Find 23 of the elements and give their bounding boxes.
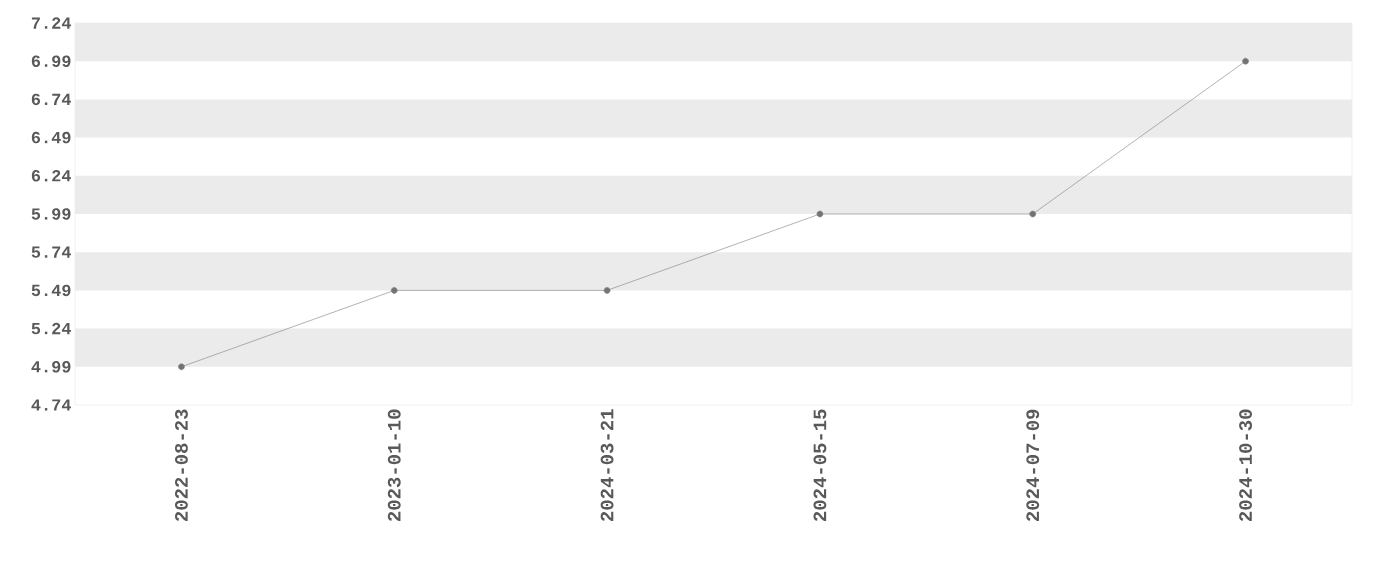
y-tick-label: 6.99 (31, 55, 71, 67)
point (178, 363, 185, 371)
y-tick-label: 5.74 (31, 246, 71, 258)
y-tick-label: 7.24 (31, 17, 71, 29)
point (816, 210, 824, 218)
point (1029, 210, 1037, 218)
y-tick-label: 5.49 (31, 284, 71, 297)
y-tick-label: 6.74 (31, 93, 71, 106)
point (390, 287, 398, 294)
y-tick-label: 5.99 (31, 208, 71, 220)
x-tick-label: 2022-08-23 (175, 409, 188, 521)
x-tick-label: 2024-07-09 (1026, 409, 1040, 521)
point (1242, 57, 1249, 65)
point (603, 287, 611, 294)
y-tick-label: 4.74 (31, 399, 71, 411)
y-tick-label: 5.24 (31, 322, 71, 335)
y-tick-label: 6.49 (31, 131, 71, 144)
y-tick-label: 6.24 (31, 170, 71, 182)
x-tick-label: 2024-10-30 (1239, 409, 1252, 521)
x-tick-label: 2023-01-10 (387, 409, 401, 521)
y-tick-label: 4.99 (31, 361, 71, 373)
x-tick-label: 2024-05-15 (813, 409, 827, 521)
x-tick-label: 2024-03-21 (600, 409, 614, 521)
